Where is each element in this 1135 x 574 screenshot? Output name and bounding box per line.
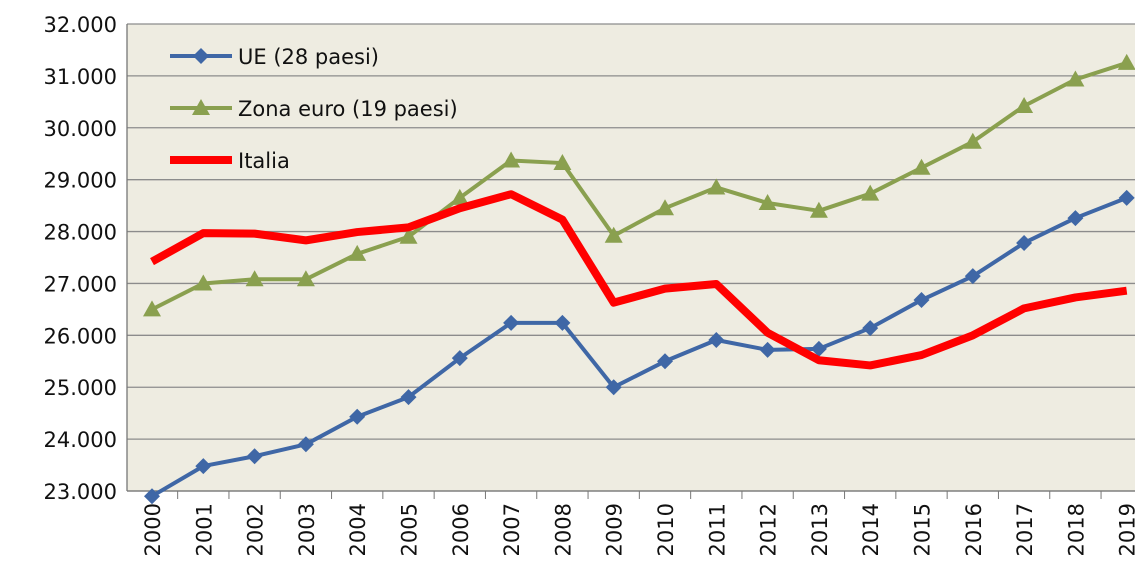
plot-area [127, 24, 1135, 491]
marker [144, 488, 160, 505]
legend-label: UE (28 paesi) [238, 45, 379, 69]
marker [450, 188, 469, 205]
marker [964, 268, 981, 285]
series-line [151, 61, 1128, 312]
y-tick-label: 26.000 [44, 324, 117, 348]
y-tick-label: 28.000 [44, 221, 117, 245]
x-tick-label: 2012 [757, 503, 781, 556]
marker [605, 379, 622, 396]
y-tick-label: 32.000 [44, 13, 117, 37]
y-tick-label: 23.000 [44, 480, 117, 504]
x-tick-label: 2015 [911, 503, 935, 556]
marker [604, 226, 623, 243]
x-tick-label: 2016 [962, 503, 986, 556]
x-tick-label: 2019 [1116, 503, 1135, 556]
marker [657, 353, 673, 370]
x-tick-label: 2011 [705, 503, 729, 556]
marker [194, 274, 213, 291]
marker [707, 178, 726, 195]
x-tick-label: 2001 [192, 503, 216, 556]
marker [553, 154, 572, 171]
series-line [150, 195, 1128, 498]
marker [451, 350, 468, 367]
y-tick-label: 25.000 [44, 376, 117, 400]
y-tick-label: 24.000 [44, 428, 117, 452]
x-tick-label: 2007 [500, 503, 524, 556]
y-tick-label: 29.000 [44, 169, 117, 193]
x-tick-label: 2009 [603, 503, 627, 556]
marker [502, 151, 521, 168]
marker [400, 389, 417, 406]
legend-label: Italia [238, 149, 290, 173]
marker [862, 320, 879, 337]
x-tick-label: 2005 [398, 503, 422, 556]
marker [913, 292, 930, 309]
x-tick-label: 2010 [654, 503, 678, 556]
x-tick-label: 2018 [1064, 503, 1088, 556]
marker [1067, 210, 1084, 227]
marker [758, 194, 777, 211]
marker [1016, 234, 1033, 251]
x-tick-label: 2013 [808, 503, 832, 556]
marker [1066, 70, 1085, 87]
marker [193, 48, 209, 64]
marker [963, 132, 982, 149]
marker [349, 408, 366, 425]
x-tick-label: 2002 [244, 503, 268, 556]
x-tick-label: 2000 [141, 503, 165, 556]
legend-label: Zona euro (19 paesi) [238, 97, 458, 121]
marker [348, 244, 367, 261]
marker [1117, 53, 1135, 70]
marker [246, 448, 263, 465]
marker [1118, 189, 1135, 206]
marker [143, 300, 161, 317]
marker [195, 458, 212, 475]
marker [912, 158, 931, 175]
x-tick-label: 2017 [1013, 503, 1037, 556]
marker [503, 314, 520, 331]
x-tick-label: 2004 [346, 503, 370, 556]
marker [554, 314, 571, 331]
marker [192, 99, 210, 115]
marker [759, 341, 776, 358]
marker [656, 199, 674, 216]
y-tick-label: 30.000 [44, 117, 117, 141]
marker [399, 227, 418, 244]
marker [809, 201, 828, 218]
x-tick-label: 2014 [859, 503, 883, 556]
marker [245, 270, 264, 287]
marker [810, 340, 827, 357]
x-tick-label: 2008 [551, 503, 575, 556]
x-tick-label: 2006 [449, 503, 473, 556]
y-tick-label: 31.000 [44, 65, 117, 89]
marker [1015, 96, 1034, 113]
series-line [150, 190, 1128, 370]
x-tick-label: 2003 [295, 503, 319, 556]
marker [708, 332, 725, 349]
marker [861, 184, 880, 201]
marker [297, 436, 314, 453]
marker [296, 270, 315, 287]
y-tick-label: 27.000 [44, 272, 117, 296]
